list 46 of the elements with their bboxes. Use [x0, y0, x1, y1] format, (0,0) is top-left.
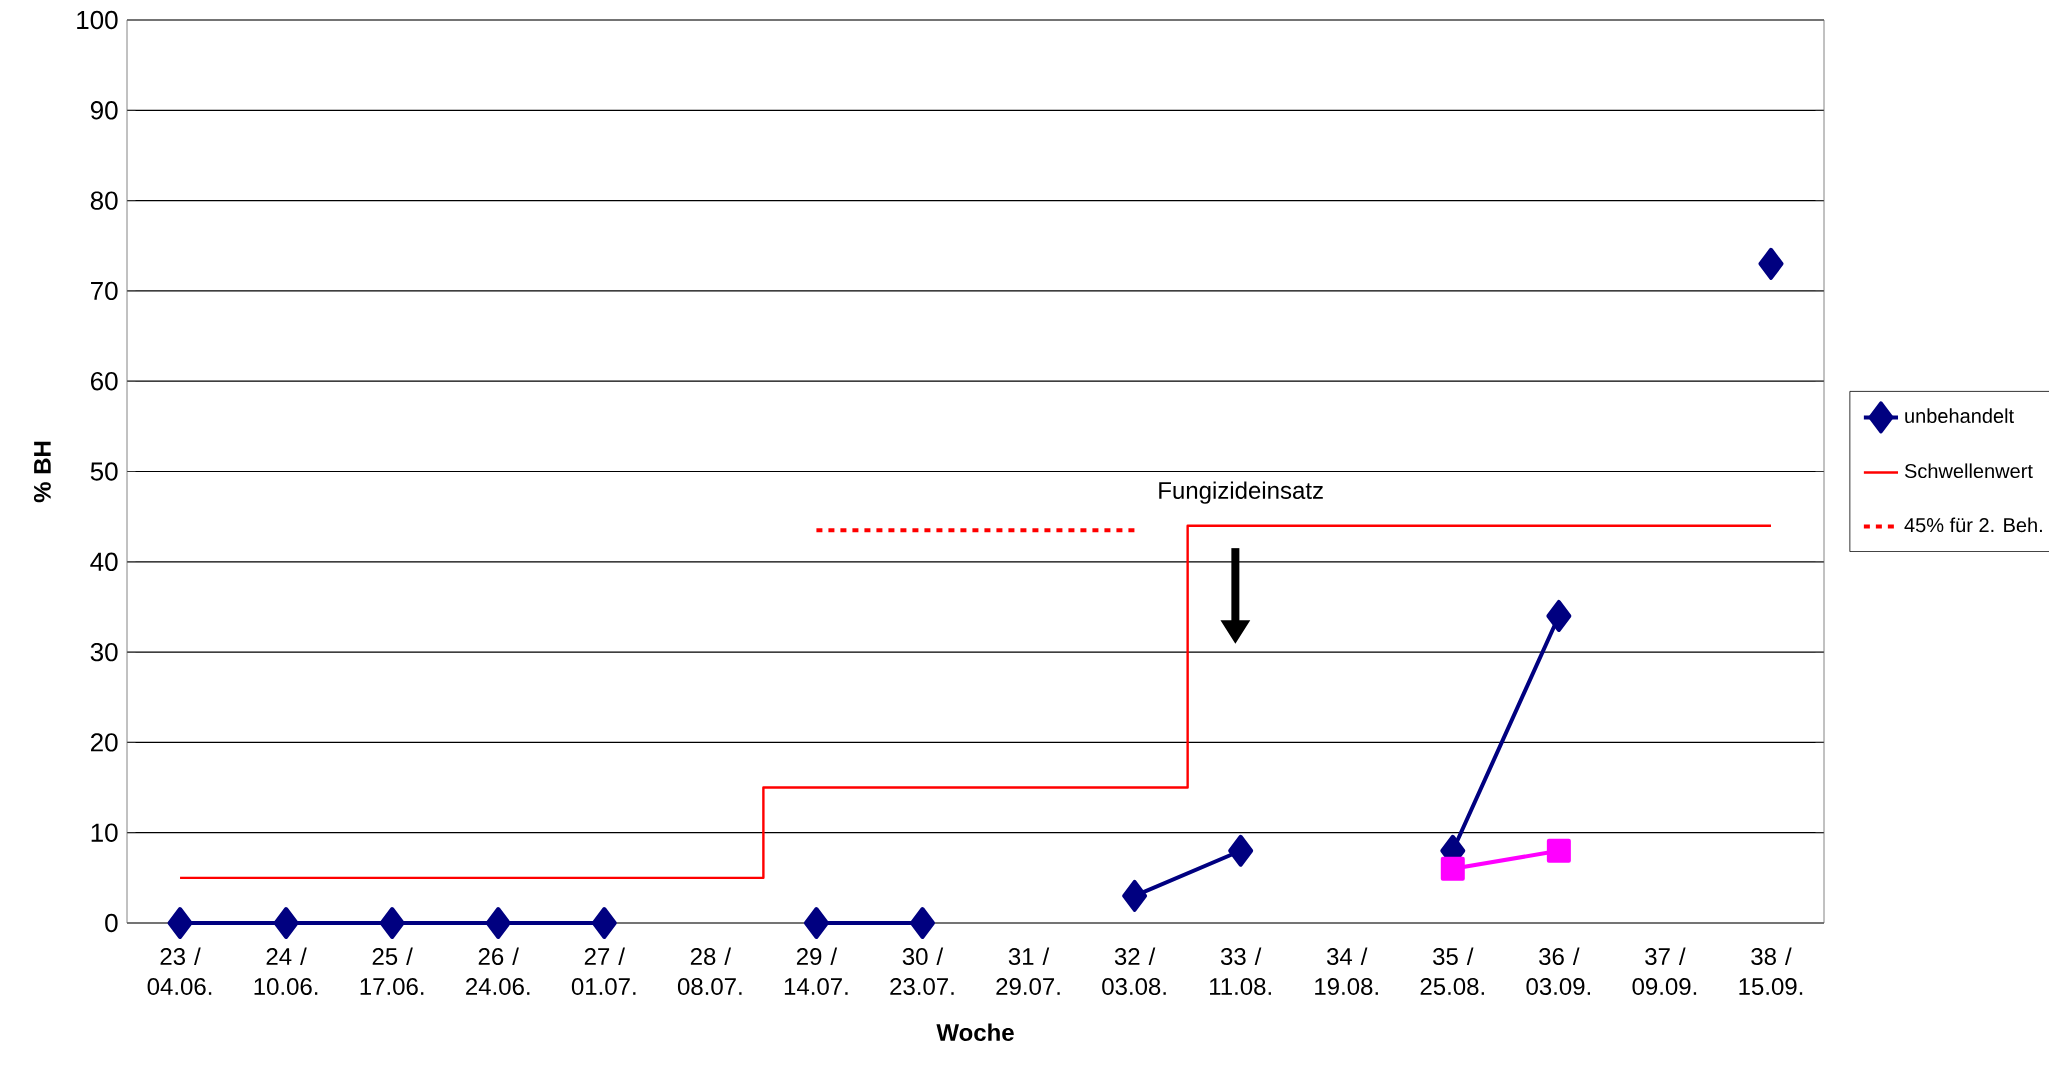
point: [909, 907, 935, 939]
x-tick-label: 31 / 29.07.: [996, 947, 1060, 996]
y-tick-label: 0: [105, 913, 118, 933]
point: [485, 907, 511, 939]
x-tick-label: 28 / 08.07.: [677, 947, 742, 996]
y-axis-title: % BH: [33, 441, 51, 503]
y-tick-label: 100: [77, 10, 118, 30]
x-tick-label: 30 / 23.07.: [890, 947, 954, 996]
legend-label: Schwellenwert: [1904, 463, 2033, 479]
x-tick-label: 32 / 03.08.: [1102, 947, 1166, 996]
x-tick-label: 25 / 17.06.: [360, 947, 424, 996]
point: [1440, 856, 1465, 881]
y-tick-label: 50: [90, 462, 118, 481]
point: [379, 907, 405, 939]
x-axis-title: Woche: [936, 1023, 1014, 1042]
x-tick-label: 26 / 24.06.: [466, 947, 530, 996]
point: [1546, 838, 1571, 863]
y-tick-label: 30: [90, 642, 118, 662]
y-tick-label: 10: [91, 823, 118, 842]
legend-label: 45% für 2. Beh.: [1904, 517, 2042, 533]
point: [1228, 834, 1254, 867]
y-tick-label: 60: [91, 371, 118, 391]
x-tick-label: 38 / 15.09.: [1739, 947, 1803, 996]
x-tick-label: 27 / 01.07.: [571, 947, 636, 996]
point: [1758, 247, 1784, 280]
x-tick-label: 36 / 03.09.: [1526, 947, 1591, 996]
point: [273, 907, 299, 939]
point: [1546, 599, 1572, 632]
y-tick-label: 70: [91, 281, 118, 301]
point: [167, 907, 193, 939]
y-tick-label: 90: [90, 101, 118, 120]
y-tick-label: 20: [91, 733, 118, 752]
legend-label: unbehandelt: [1905, 408, 2014, 424]
x-tick-label: 35 / 25.08.: [1420, 947, 1484, 996]
x-tick-label: 37 / 09.09.: [1632, 947, 1697, 996]
y-tick-label: 80: [90, 191, 118, 210]
x-tick-label: 24 / 10.06.: [254, 947, 318, 996]
annotation: Fungizideinsatz: [1159, 481, 1323, 504]
x-tick-label: 29 / 14.07.: [784, 947, 848, 996]
x-tick-label: 33 / 11.08.: [1210, 947, 1271, 996]
x-tick-label: 34 / 19.08.: [1315, 947, 1378, 996]
point: [591, 907, 617, 939]
point: [1122, 879, 1148, 912]
point: [803, 907, 829, 939]
x-tick-label: 23 / 04.06.: [147, 947, 212, 996]
y-tick-label: 40: [90, 552, 118, 571]
